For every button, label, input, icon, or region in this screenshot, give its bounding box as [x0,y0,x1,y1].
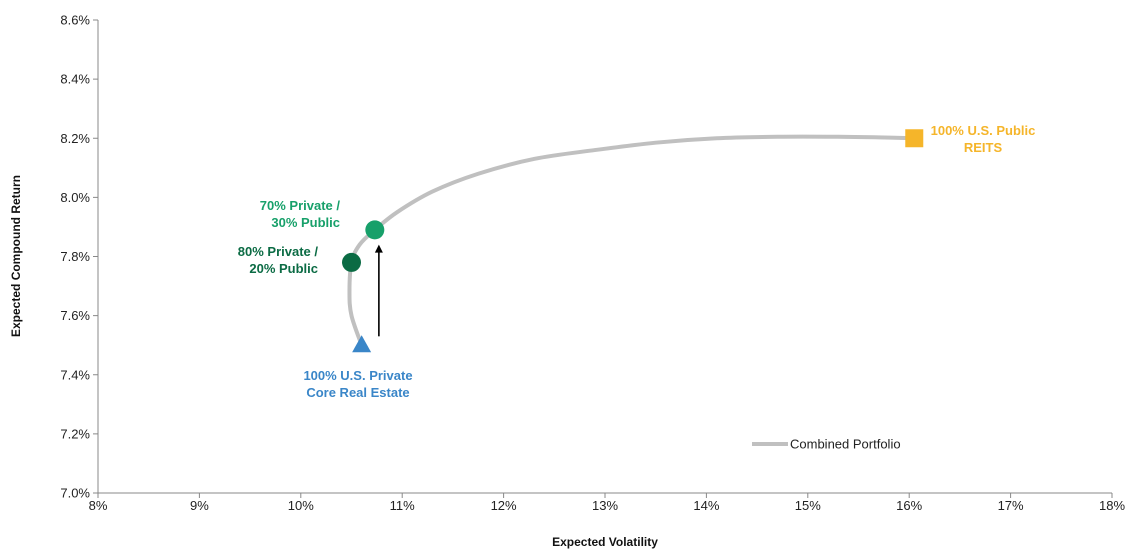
y-tick-label: 7.4% [60,367,90,382]
seventy-thirty-point [365,220,385,240]
y-tick-label: 8.2% [60,131,90,146]
y-tick-label: 8.0% [60,190,90,205]
legend-label: Combined Portfolio [790,437,901,452]
x-tick-label: 11% [390,498,415,513]
x-axis-ticks: 8% 9% 10% 11% 12% 13% 14% 15% 16% 17% 18% [89,493,1125,513]
y-tick-label: 8.6% [60,13,90,28]
x-tick-label: 15% [795,498,821,513]
series-lines [347,134,917,348]
x-tick-label: 14% [693,498,719,513]
x-tick-label: 12% [491,498,517,513]
x-axis-title: Expected Volatility [552,535,658,549]
x-tick-label: 18% [1099,498,1125,513]
legend: Combined Portfolio [752,437,901,452]
private-core-point [352,335,372,353]
point-labels: 100% U.S. Private Core Real Estate 80% Pri… [238,123,1036,400]
public-reits-point [905,129,924,148]
arrow-head [374,244,383,253]
private-core-label: 100% U.S. Private Core Real Estate [303,368,412,400]
y-tick-label: 7.2% [60,426,90,441]
eighty-twenty-label: 80% Private /20% Public [238,244,319,276]
x-tick-label: 8% [89,498,108,513]
x-tick-label: 16% [896,498,922,513]
x-tick-label: 10% [288,498,314,513]
x-tick-label: 13% [592,498,618,513]
y-axis-ticks: 7.0% 7.2% 7.4% 7.6% 7.8% 8.0% 8.2% 8.4% 8.6% [60,13,98,501]
public-reits-label: 100% U.S. Public REITS [931,123,1036,155]
data-points [342,129,924,353]
y-axis-title: Expected Compound Return [9,175,23,337]
y-tick-label: 7.6% [60,308,90,323]
eighty-twenty-point [342,252,361,272]
annotations [374,244,383,337]
y-tick-label: 8.4% [60,72,90,87]
y-tick-label: 7.0% [60,486,90,501]
y-tick-label: 7.8% [60,249,90,264]
x-tick-label: 9% [190,498,209,513]
seventy-thirty-label: 70% Private /30% Public [260,198,341,230]
x-tick-label: 17% [998,498,1024,513]
combined-portfolio-line [347,134,917,348]
